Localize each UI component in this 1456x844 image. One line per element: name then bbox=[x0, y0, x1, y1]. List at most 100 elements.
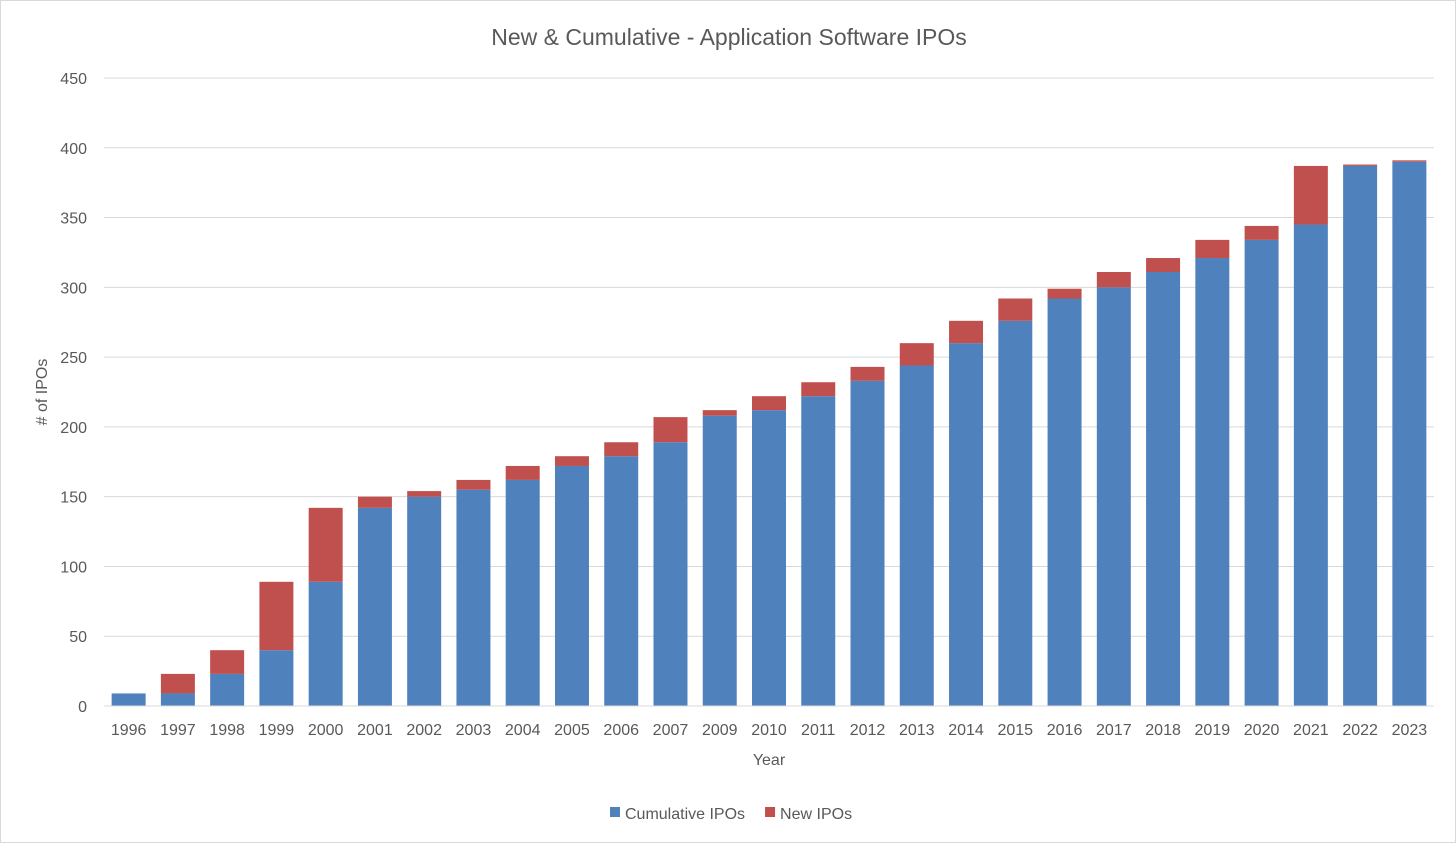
y-tick-label: 250 bbox=[60, 350, 87, 367]
bar-new-ipos-2015 bbox=[998, 298, 1033, 321]
bar-new-ipos-2004 bbox=[505, 465, 540, 480]
x-tick-label: 2004 bbox=[505, 722, 541, 739]
legend: Cumulative IPOs New IPOs bbox=[610, 806, 852, 823]
bar-cumulative-ipos-2019 bbox=[1195, 258, 1230, 706]
y-axis-tick-labels: 0 50 100 150 200 250 300 350 400 450 bbox=[60, 71, 87, 716]
bar-new-ipos-2017 bbox=[1096, 271, 1131, 288]
bar-new-ipos-1998 bbox=[210, 650, 245, 674]
x-tick-label: 2003 bbox=[456, 722, 492, 739]
bar-new-ipos-2016 bbox=[1047, 288, 1082, 299]
bar-new-ipos-2009 bbox=[702, 410, 737, 416]
x-tick-label: 2014 bbox=[948, 722, 984, 739]
bar-new-ipos-2021 bbox=[1293, 165, 1328, 225]
legend-label: Cumulative IPOs bbox=[625, 806, 745, 823]
x-tick-label: 2016 bbox=[1047, 722, 1083, 739]
x-axis-tick-labels: 1996 1997 1998 1999 2000 2001 2002 2003 2004 2005… bbox=[111, 722, 1427, 739]
y-tick-label: 350 bbox=[60, 211, 87, 228]
legend-swatch bbox=[610, 807, 620, 817]
x-tick-label: 2010 bbox=[751, 722, 787, 739]
bar-cumulative-ipos-2002 bbox=[407, 496, 442, 706]
bar-new-ipos-2010 bbox=[752, 396, 786, 411]
x-tick-label: 2021 bbox=[1293, 722, 1329, 739]
x-tick-label: 2009 bbox=[702, 722, 738, 739]
x-tick-label: 2006 bbox=[603, 722, 639, 739]
x-tick-label: 2019 bbox=[1195, 722, 1231, 739]
y-tick-label: 100 bbox=[60, 559, 87, 576]
bar-cumulative-ipos-1999 bbox=[259, 650, 294, 706]
bar-cumulative-ipos-2004 bbox=[505, 479, 540, 706]
legend-swatch bbox=[765, 807, 776, 817]
bar-new-ipos-1997 bbox=[160, 673, 195, 694]
bar-cumulative-ipos-2015 bbox=[998, 320, 1033, 706]
bar-cumulative-ipos-2013 bbox=[899, 365, 934, 706]
bar-cumulative-ipos-2011 bbox=[801, 396, 836, 706]
legend-label: New IPOs bbox=[780, 806, 852, 823]
x-tick-label: 2013 bbox=[899, 722, 935, 739]
bar-new-ipos-2002 bbox=[407, 491, 442, 497]
bar-cumulative-ipos-2018 bbox=[1146, 271, 1181, 706]
x-tick-label: 2000 bbox=[308, 722, 344, 739]
bar-new-ipos-2011 bbox=[801, 382, 836, 397]
bar-cumulative-ipos-2003 bbox=[456, 489, 491, 706]
bar-cumulative-ipos-2022 bbox=[1343, 165, 1378, 707]
bar-new-ipos-2022 bbox=[1343, 164, 1378, 166]
bar-new-ipos-2000 bbox=[308, 507, 343, 582]
bar-cumulative-ipos-2020 bbox=[1244, 239, 1279, 706]
x-tick-label: 2020 bbox=[1244, 722, 1280, 739]
bar-new-ipos-1999 bbox=[259, 581, 294, 651]
bar-cumulative-ipos-2001 bbox=[357, 507, 392, 706]
y-tick-label: 300 bbox=[60, 280, 87, 297]
bar-cumulative-ipos-2009 bbox=[702, 415, 737, 706]
x-tick-label: 2012 bbox=[850, 722, 886, 739]
bar-new-ipos-2005 bbox=[554, 456, 589, 466]
bar-new-ipos-2007 bbox=[653, 417, 688, 443]
bar-cumulative-ipos-1998 bbox=[210, 673, 245, 706]
bar-new-ipos-2003 bbox=[456, 479, 491, 490]
bar-cumulative-ipos-2023 bbox=[1392, 161, 1427, 706]
bar-cumulative-ipos-2017 bbox=[1096, 287, 1131, 706]
x-tick-label: 2005 bbox=[554, 722, 590, 739]
y-tick-label: 50 bbox=[69, 629, 87, 646]
bar-cumulative-ipos-2007 bbox=[653, 442, 688, 706]
bar-new-ipos-2023 bbox=[1392, 160, 1427, 162]
x-tick-label: 1999 bbox=[259, 722, 295, 739]
x-tick-label: 2007 bbox=[653, 722, 689, 739]
bar-cumulative-ipos-2021 bbox=[1293, 224, 1328, 707]
y-tick-label: 400 bbox=[60, 141, 87, 158]
x-tick-label: 1996 bbox=[111, 722, 147, 739]
bar-cumulative-ipos-2006 bbox=[604, 456, 639, 706]
x-tick-label: 2017 bbox=[1096, 722, 1132, 739]
bars bbox=[111, 160, 1427, 707]
bar-cumulative-ipos-1996 bbox=[111, 693, 146, 706]
bar-new-ipos-2014 bbox=[949, 320, 984, 344]
bar-cumulative-ipos-2005 bbox=[554, 465, 589, 706]
x-tick-label: 2023 bbox=[1392, 722, 1428, 739]
x-axis-title: Year bbox=[753, 752, 786, 769]
bar-cumulative-ipos-2014 bbox=[949, 343, 984, 706]
y-tick-label: 0 bbox=[78, 699, 87, 716]
bar-cumulative-ipos-2000 bbox=[308, 581, 343, 706]
x-tick-label: 2001 bbox=[357, 722, 393, 739]
bar-new-ipos-2013 bbox=[899, 343, 934, 366]
bar-new-ipos-2020 bbox=[1244, 225, 1279, 240]
x-tick-label: 2018 bbox=[1145, 722, 1181, 739]
y-tick-label: 150 bbox=[60, 490, 87, 507]
bar-new-ipos-2006 bbox=[604, 442, 639, 457]
bar-new-ipos-2019 bbox=[1195, 239, 1230, 259]
chart-title: New & Cumulative - Application Software … bbox=[491, 24, 967, 50]
x-tick-label: 2011 bbox=[801, 722, 836, 739]
y-axis-title: # of IPOs bbox=[34, 359, 51, 426]
x-tick-label: 2022 bbox=[1342, 722, 1378, 739]
bar-new-ipos-2001 bbox=[357, 496, 392, 508]
bar-cumulative-ipos-2010 bbox=[752, 410, 786, 706]
bar-cumulative-ipos-2012 bbox=[850, 380, 885, 706]
bar-cumulative-ipos-1997 bbox=[160, 693, 195, 706]
x-tick-label: 2015 bbox=[997, 722, 1033, 739]
bar-new-ipos-2018 bbox=[1146, 258, 1181, 272]
y-tick-label: 450 bbox=[60, 71, 87, 88]
bar-new-ipos-2012 bbox=[850, 366, 885, 381]
bar-cumulative-ipos-2016 bbox=[1047, 298, 1082, 706]
x-tick-label: 1997 bbox=[160, 722, 196, 739]
